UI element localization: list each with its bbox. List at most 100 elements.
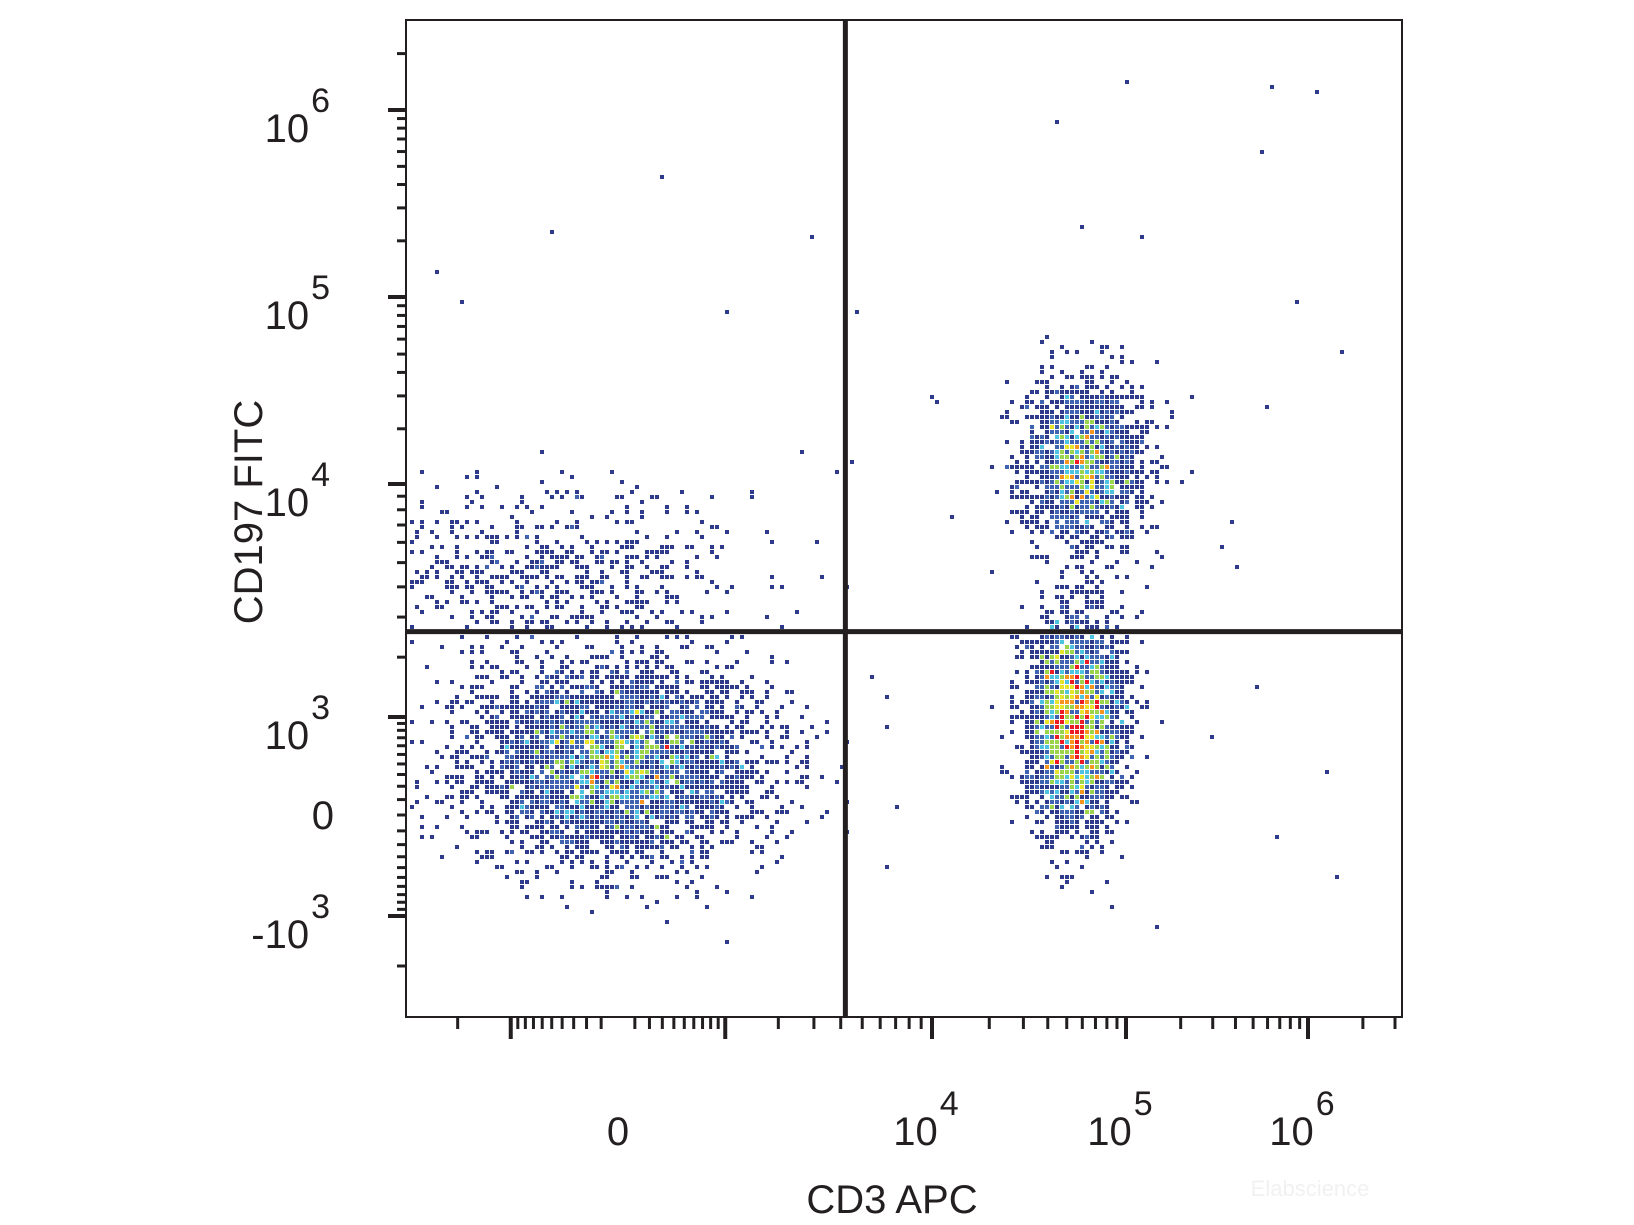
event-dot [1075,700,1079,704]
event-dot [420,610,424,614]
event-dot [595,865,599,869]
event-dot [1115,575,1119,579]
event-dot [540,770,544,774]
event-dot [620,800,624,804]
event-dot [495,485,499,489]
event-dot [1060,805,1064,809]
event-dot [1110,640,1114,644]
event-dot [555,590,559,594]
event-dot [1010,705,1014,709]
event-dot [560,770,564,774]
event-dot [1045,495,1049,499]
event-dot [605,865,609,869]
event-dot [1045,420,1049,424]
event-dot [1075,565,1079,569]
event-dot [645,780,649,784]
event-dot [1025,645,1029,649]
event-dot [1105,490,1109,494]
event-dot [710,785,714,789]
event-dot [705,775,709,779]
event-dot [1070,435,1074,439]
event-dot [1105,405,1109,409]
event-dot [545,775,549,779]
event-dot [1030,705,1034,709]
event-dot [485,635,489,639]
event-dot [495,620,499,624]
event-dot [1080,780,1084,784]
event-dot [500,710,504,714]
event-dot [1090,580,1094,584]
event-dot [715,765,719,769]
event-dot [1265,405,1269,409]
event-dot [560,790,564,794]
event-dot [680,810,684,814]
event-dot [1060,465,1064,469]
event-dot [485,660,489,664]
event-dot [1090,670,1094,674]
event-dot [590,745,594,749]
event-dot [1120,405,1124,409]
event-dot [1090,450,1094,454]
event-dot [620,865,624,869]
event-dot [735,685,739,689]
event-dot [1105,395,1109,399]
event-dot [755,810,759,814]
event-dot [525,535,529,539]
event-dot [1100,540,1104,544]
event-dot [710,750,714,754]
event-dot [525,555,529,559]
event-dot [675,845,679,849]
event-dot [1110,645,1114,649]
event-dot [680,715,684,719]
event-dot [605,515,609,519]
event-dot [545,810,549,814]
event-dot [1080,715,1084,719]
event-dot [765,795,769,799]
event-dot [595,700,599,704]
event-dot [635,780,639,784]
event-dot [1120,670,1124,674]
event-dot [1040,690,1044,694]
event-dot [1085,600,1089,604]
event-dot [690,715,694,719]
event-dot [1020,700,1024,704]
event-dot [475,725,479,729]
event-dot [1075,670,1079,674]
event-dot [650,825,654,829]
event-dot [1045,480,1049,484]
event-dot [585,800,589,804]
event-dot [690,730,694,734]
event-dot [1120,435,1124,439]
event-dot [1110,465,1114,469]
event-dot [1055,680,1059,684]
event-dot [1040,425,1044,429]
event-dot [490,595,494,599]
event-dot [1025,800,1029,804]
event-dot [680,730,684,734]
event-dot [615,830,619,834]
event-dot [1025,760,1029,764]
event-dot [1065,650,1069,654]
event-dot [1070,475,1074,479]
event-dot [550,615,554,619]
event-dot [500,785,504,789]
event-dot [1050,490,1054,494]
event-dot [1075,650,1079,654]
event-dot [705,805,709,809]
event-dot [500,505,504,509]
event-dot [545,700,549,704]
event-dot [1090,600,1094,604]
event-dot [1140,385,1144,389]
event-dot [585,730,589,734]
event-dot [700,620,704,624]
event-dot [1055,480,1059,484]
event-dot [570,780,574,784]
event-dot [590,550,594,554]
event-dot [1040,775,1044,779]
event-dot [415,580,419,584]
event-dot [545,675,549,679]
event-dot [510,770,514,774]
event-dot [605,750,609,754]
event-dot [625,675,629,679]
event-dot [700,615,704,619]
